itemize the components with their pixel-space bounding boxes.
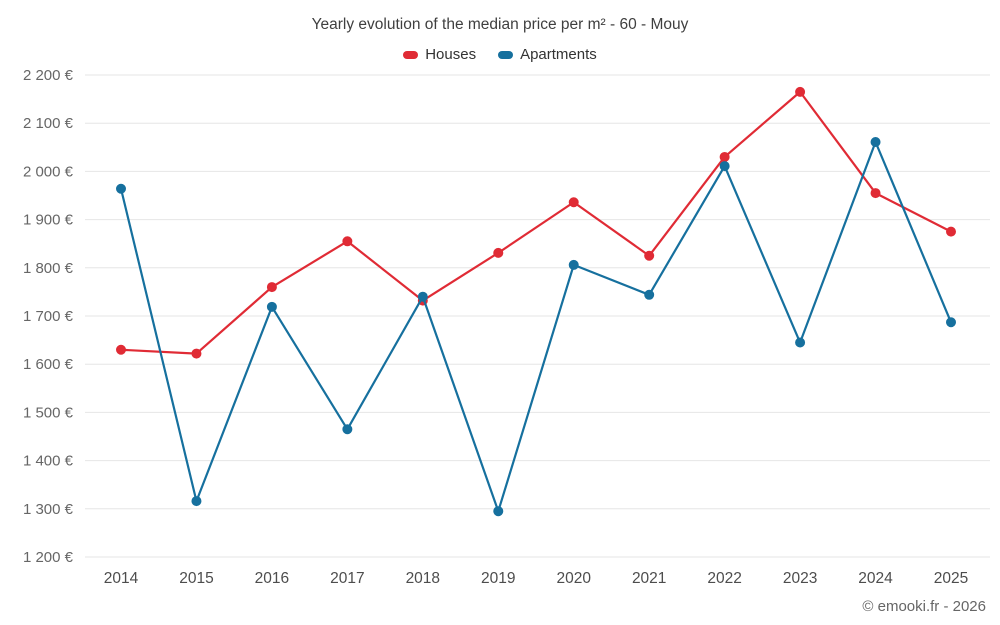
apartments-point-2021[interactable] <box>644 289 655 300</box>
houses-point-2020[interactable] <box>568 197 579 208</box>
footer-credit: © emooki.fr - 2026 <box>862 598 986 615</box>
y-axis-tick-label: 1 500 € <box>23 404 74 421</box>
x-axis-tick-label: 2020 <box>556 570 591 587</box>
apartments-point-2023[interactable] <box>795 337 806 348</box>
y-axis-tick-label: 1 600 € <box>23 356 74 373</box>
apartments-point-2019[interactable] <box>493 506 504 517</box>
apartments-point-2020[interactable] <box>568 259 579 270</box>
houses-point-2014[interactable] <box>116 344 126 355</box>
apartments-point-2024[interactable] <box>870 136 881 147</box>
y-axis-tick-label: 1 400 € <box>23 453 74 470</box>
x-axis-tick-label: 2023 <box>783 570 817 587</box>
houses-point-2015[interactable] <box>191 348 202 359</box>
apartments-point-2015[interactable] <box>191 496 202 507</box>
x-axis-tick-label: 2022 <box>707 570 741 587</box>
houses-point-2019[interactable] <box>493 247 504 258</box>
houses-point-2016[interactable] <box>266 282 277 293</box>
x-axis-tick-label: 2021 <box>632 570 666 587</box>
houses-point-2022[interactable] <box>719 151 730 162</box>
apartments-point-2017[interactable] <box>342 424 353 435</box>
houses-point-2023[interactable] <box>795 86 806 97</box>
y-axis-tick-label: 1 800 € <box>23 260 74 277</box>
y-axis-tick-label: 1 700 € <box>23 308 74 325</box>
y-axis-tick-label: 1 300 € <box>23 501 74 518</box>
y-axis-tick-label: 2 100 € <box>23 115 74 132</box>
apartments-legend-swatch <box>498 50 514 59</box>
houses-line <box>119 90 953 355</box>
apartments-point-2018[interactable] <box>417 291 428 302</box>
chart-legend: Houses Apartments <box>0 46 1000 63</box>
houses-point-2021[interactable] <box>644 250 655 261</box>
x-axis-tick-label: 2018 <box>406 570 440 587</box>
x-axis-tick-label: 2024 <box>858 570 893 587</box>
x-axis-tick-label: 2025 <box>934 570 968 587</box>
y-axis-tick-label: 2 200 € <box>23 67 74 84</box>
apartments-line <box>119 140 953 513</box>
y-axis-tick-label: 2 000 € <box>23 163 74 180</box>
houses-point-2024[interactable] <box>870 188 881 199</box>
apartments-point-2014[interactable] <box>116 183 126 194</box>
legend-label-apartments: Apartments <box>520 46 597 63</box>
y-axis-tick-label: 1 900 € <box>23 212 74 229</box>
x-axis-tick-label: 2017 <box>330 570 364 587</box>
y-axis-tick-label: 1 200 € <box>23 549 74 566</box>
apartments-point-2022[interactable] <box>719 161 730 172</box>
houses-point-2025[interactable] <box>946 226 956 237</box>
houses-point-2017[interactable] <box>342 236 353 247</box>
houses-legend-swatch <box>403 50 419 59</box>
x-axis-tick-label: 2016 <box>255 570 289 587</box>
chart-title: Yearly evolution of the median price per… <box>311 16 689 33</box>
apartments-point-2025[interactable] <box>946 317 956 328</box>
legend-label-houses: Houses <box>425 46 477 63</box>
apartments-point-2016[interactable] <box>266 301 277 312</box>
legend-item-apartments[interactable]: Apartments <box>498 46 597 63</box>
x-axis-tick-label: 2015 <box>179 570 213 587</box>
x-axis-tick-label: 2014 <box>104 570 139 587</box>
x-axis-tick-label: 2019 <box>481 570 515 587</box>
legend-item-houses[interactable]: Houses <box>403 46 476 63</box>
